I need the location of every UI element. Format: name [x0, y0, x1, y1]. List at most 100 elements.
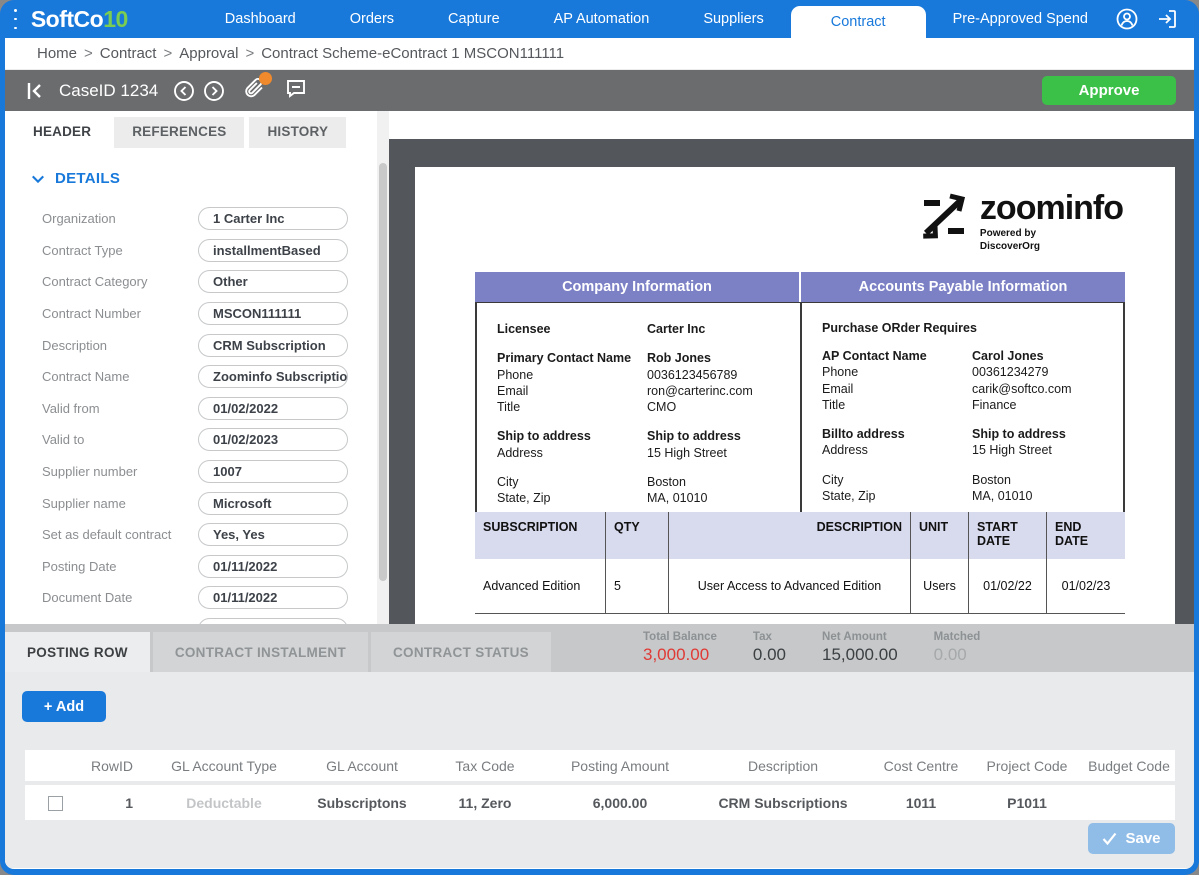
- bottom-tab[interactable]: POSTING ROW: [5, 632, 150, 672]
- nav-item[interactable]: AP Automation: [527, 0, 677, 38]
- field-value[interactable]: 1007: [198, 460, 348, 484]
- posting-table-row[interactable]: 1 Deductable Subscriptons 11, Zero 6,000…: [25, 785, 1175, 820]
- nav-item-label: Pre-Approved Spend: [952, 11, 1088, 27]
- info-value: carik@softco.com: [972, 381, 1072, 396]
- posting-table-header: RowID GL Account Type GL Account Tax Cod…: [25, 750, 1175, 781]
- field-value[interactable]: Yes, Yes: [198, 523, 348, 547]
- attachments-button[interactable]: [242, 72, 273, 105]
- previous-case-icon[interactable]: [172, 79, 196, 103]
- breadcrumb-item[interactable]: Home: [23, 45, 77, 62]
- approve-button[interactable]: Approve: [1042, 76, 1176, 105]
- tax-block: Tax 0.00: [753, 631, 786, 665]
- info-row: Title Finance: [822, 397, 1113, 413]
- sub-col-header: END DATE: [1046, 512, 1125, 559]
- sub-cell-qty: 5: [605, 559, 668, 614]
- scrollbar-thumb[interactable]: [379, 163, 387, 581]
- details-section-toggle[interactable]: DETAILS: [31, 170, 377, 187]
- panel-tab[interactable]: HISTORY: [249, 117, 347, 148]
- case-toolbar: CaseID 1234 Approve: [5, 70, 1194, 111]
- info-row: Address 15 High Street: [822, 442, 1113, 458]
- field-value[interactable]: installmentBased: [198, 238, 348, 262]
- field-value[interactable]: 1 Carter Inc: [198, 207, 348, 231]
- logout-icon[interactable]: [1155, 7, 1179, 31]
- checkmark-icon: [1103, 832, 1117, 845]
- form-row: Currency USD, US Dollar: [5, 614, 377, 624]
- sub-col-header: SUBSCRIPTION: [475, 512, 605, 559]
- field-label: Currency: [42, 622, 198, 624]
- add-row-button[interactable]: + Add: [22, 691, 106, 722]
- info-value: ron@carterinc.com: [647, 383, 753, 398]
- posting-body: + Add RowID GL Account Type GL Account T…: [5, 672, 1194, 868]
- document-viewer[interactable]: zoominfo Powered by DiscoverOrg Company I…: [389, 139, 1194, 624]
- field-value[interactable]: 01/11/2022: [198, 586, 348, 610]
- panel-tab-label: REFERENCES: [132, 124, 227, 139]
- bottom-tab[interactable]: CONTRACT STATUS: [371, 632, 551, 672]
- field-value[interactable]: Microsoft: [198, 491, 348, 515]
- info-label: Email: [497, 383, 529, 398]
- form-row: Supplier number 1007: [5, 456, 377, 488]
- nav-item[interactable]: Contract: [790, 6, 926, 38]
- document-page: zoominfo Powered by DiscoverOrg Company I…: [415, 167, 1175, 624]
- breadcrumb-label: Contract: [99, 45, 157, 62]
- info-label: City: [497, 474, 519, 489]
- form-row: Set as default contract Yes, Yes: [5, 519, 377, 551]
- posting-table: RowID GL Account Type GL Account Tax Cod…: [25, 750, 1175, 820]
- field-value[interactable]: 01/02/2022: [198, 396, 348, 420]
- posting-panel: POSTING ROW CONTRACT INSTALMENT CONTRACT…: [5, 624, 1194, 868]
- save-button-label: Save: [1125, 830, 1161, 847]
- nav-item[interactable]: Pre-Approved Spend: [926, 0, 1115, 38]
- info-row: City Boston: [822, 472, 1113, 488]
- row-checkbox[interactable]: [47, 795, 63, 811]
- field-label: Description: [42, 337, 108, 353]
- field-label: Posting Date: [42, 558, 117, 574]
- nav-item[interactable]: Orders: [323, 0, 421, 38]
- nav-item-label: Suppliers: [703, 11, 764, 27]
- field-value[interactable]: Other: [198, 270, 348, 294]
- comments-button[interactable]: [284, 76, 308, 105]
- bottom-tab[interactable]: CONTRACT INSTALMENT: [152, 632, 368, 672]
- collapse-panel-icon[interactable]: [23, 79, 47, 103]
- field-value[interactable]: 01/02/2023: [198, 428, 348, 452]
- field-value[interactable]: 01/11/2022: [198, 554, 348, 578]
- account-icon[interactable]: [1115, 7, 1139, 31]
- col-posting-amount: Posting Amount: [570, 757, 670, 774]
- field-value[interactable]: Zoominfo Subscription: [198, 365, 348, 389]
- save-button[interactable]: Save: [1088, 823, 1175, 854]
- main-nav: Dashboard Orders Capture AP Automation S…: [198, 0, 1115, 38]
- col-description: Description: [747, 757, 819, 774]
- field-label: Organization: [42, 211, 116, 227]
- details-section-title: DETAILS: [55, 170, 121, 187]
- nav-item[interactable]: Capture: [421, 0, 527, 38]
- bottom-tab-label: CONTRACT INSTALMENT: [174, 644, 346, 660]
- cell-cost-centre: 1011: [905, 794, 937, 811]
- nav-item[interactable]: Dashboard: [198, 0, 323, 38]
- cell-tax-code: 11, Zero: [458, 794, 512, 811]
- posting-tabbar: POSTING ROW CONTRACT INSTALMENT CONTRACT…: [5, 624, 1194, 672]
- next-case-icon[interactable]: [202, 79, 226, 103]
- field-label: Valid to: [42, 432, 85, 448]
- chevron-down-icon: [32, 175, 44, 183]
- info-value: 0036123456789: [647, 367, 738, 382]
- breadcrumb-label: Home: [37, 45, 78, 62]
- breadcrumb-item[interactable]: > Contract Scheme-eContract 1 MSCON111111: [238, 45, 564, 62]
- breadcrumb-item[interactable]: > Contract: [77, 45, 156, 62]
- breadcrumb-separator: >: [163, 45, 173, 62]
- info-label: Ship to address: [497, 429, 591, 444]
- hamburger-menu-icon[interactable]: [14, 9, 17, 29]
- field-label: Set as default contract: [42, 527, 172, 543]
- tax-label: Tax: [752, 631, 772, 643]
- info-row: Billto address Ship to address: [822, 426, 1113, 442]
- panel-scrollbar[interactable]: [377, 111, 389, 624]
- field-value[interactable]: MSCON111111: [198, 302, 348, 326]
- panel-tab[interactable]: HEADER: [15, 117, 110, 148]
- vendor-tagline-2: DiscoverOrg: [979, 240, 1040, 252]
- sub-col-header: UNIT: [910, 512, 968, 559]
- panel-tab[interactable]: REFERENCES: [114, 117, 245, 148]
- nav-item-label: Capture: [448, 11, 500, 27]
- field-value[interactable]: CRM Subscription: [198, 333, 348, 357]
- matched-value: 0.00: [933, 645, 967, 664]
- breadcrumb-item[interactable]: > Approval: [156, 45, 238, 62]
- nav-item[interactable]: Suppliers: [676, 0, 790, 38]
- sub-col-header: QTY: [605, 512, 668, 559]
- info-row: Phone 0036123456789: [497, 367, 790, 383]
